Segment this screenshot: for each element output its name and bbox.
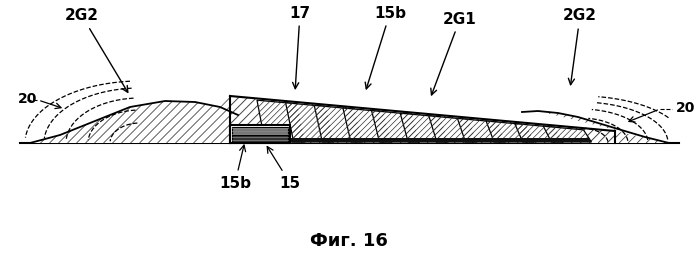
Polygon shape — [522, 111, 669, 143]
Polygon shape — [230, 96, 615, 143]
PathPatch shape — [401, 113, 448, 142]
Text: 20: 20 — [18, 92, 37, 106]
Polygon shape — [428, 116, 477, 142]
PathPatch shape — [486, 121, 534, 142]
Polygon shape — [549, 138, 591, 142]
PathPatch shape — [315, 105, 362, 142]
Text: 2G2: 2G2 — [563, 8, 597, 85]
Polygon shape — [349, 138, 391, 142]
Polygon shape — [543, 126, 591, 142]
Text: 15b: 15b — [219, 145, 251, 191]
Polygon shape — [520, 138, 563, 142]
PathPatch shape — [514, 124, 563, 142]
Text: 2G1: 2G1 — [431, 11, 477, 95]
Polygon shape — [434, 138, 477, 142]
Polygon shape — [486, 121, 534, 142]
Text: 20: 20 — [676, 101, 696, 115]
Polygon shape — [291, 138, 333, 142]
Polygon shape — [343, 108, 391, 142]
PathPatch shape — [286, 103, 333, 142]
Polygon shape — [377, 138, 419, 142]
PathPatch shape — [372, 111, 419, 142]
PathPatch shape — [343, 108, 391, 142]
Text: 2G2: 2G2 — [65, 8, 128, 92]
Polygon shape — [372, 111, 419, 142]
Polygon shape — [406, 138, 448, 142]
Polygon shape — [232, 127, 288, 135]
PathPatch shape — [257, 100, 305, 142]
Polygon shape — [263, 138, 305, 142]
Polygon shape — [286, 103, 333, 142]
PathPatch shape — [230, 96, 615, 143]
Polygon shape — [401, 113, 448, 142]
Polygon shape — [514, 124, 563, 142]
PathPatch shape — [30, 96, 230, 143]
PathPatch shape — [457, 118, 505, 142]
Polygon shape — [257, 100, 305, 142]
PathPatch shape — [428, 116, 477, 142]
Polygon shape — [463, 138, 505, 142]
PathPatch shape — [538, 111, 669, 143]
Polygon shape — [230, 125, 290, 143]
Polygon shape — [320, 138, 362, 142]
Polygon shape — [30, 96, 238, 143]
Text: 15b: 15b — [365, 5, 406, 89]
PathPatch shape — [543, 126, 591, 142]
Text: Фиг. 16: Фиг. 16 — [310, 232, 388, 250]
Polygon shape — [315, 105, 362, 142]
Polygon shape — [232, 135, 288, 142]
Text: 15: 15 — [267, 147, 301, 191]
Polygon shape — [457, 118, 505, 142]
Polygon shape — [491, 138, 534, 142]
Text: 17: 17 — [289, 5, 310, 89]
